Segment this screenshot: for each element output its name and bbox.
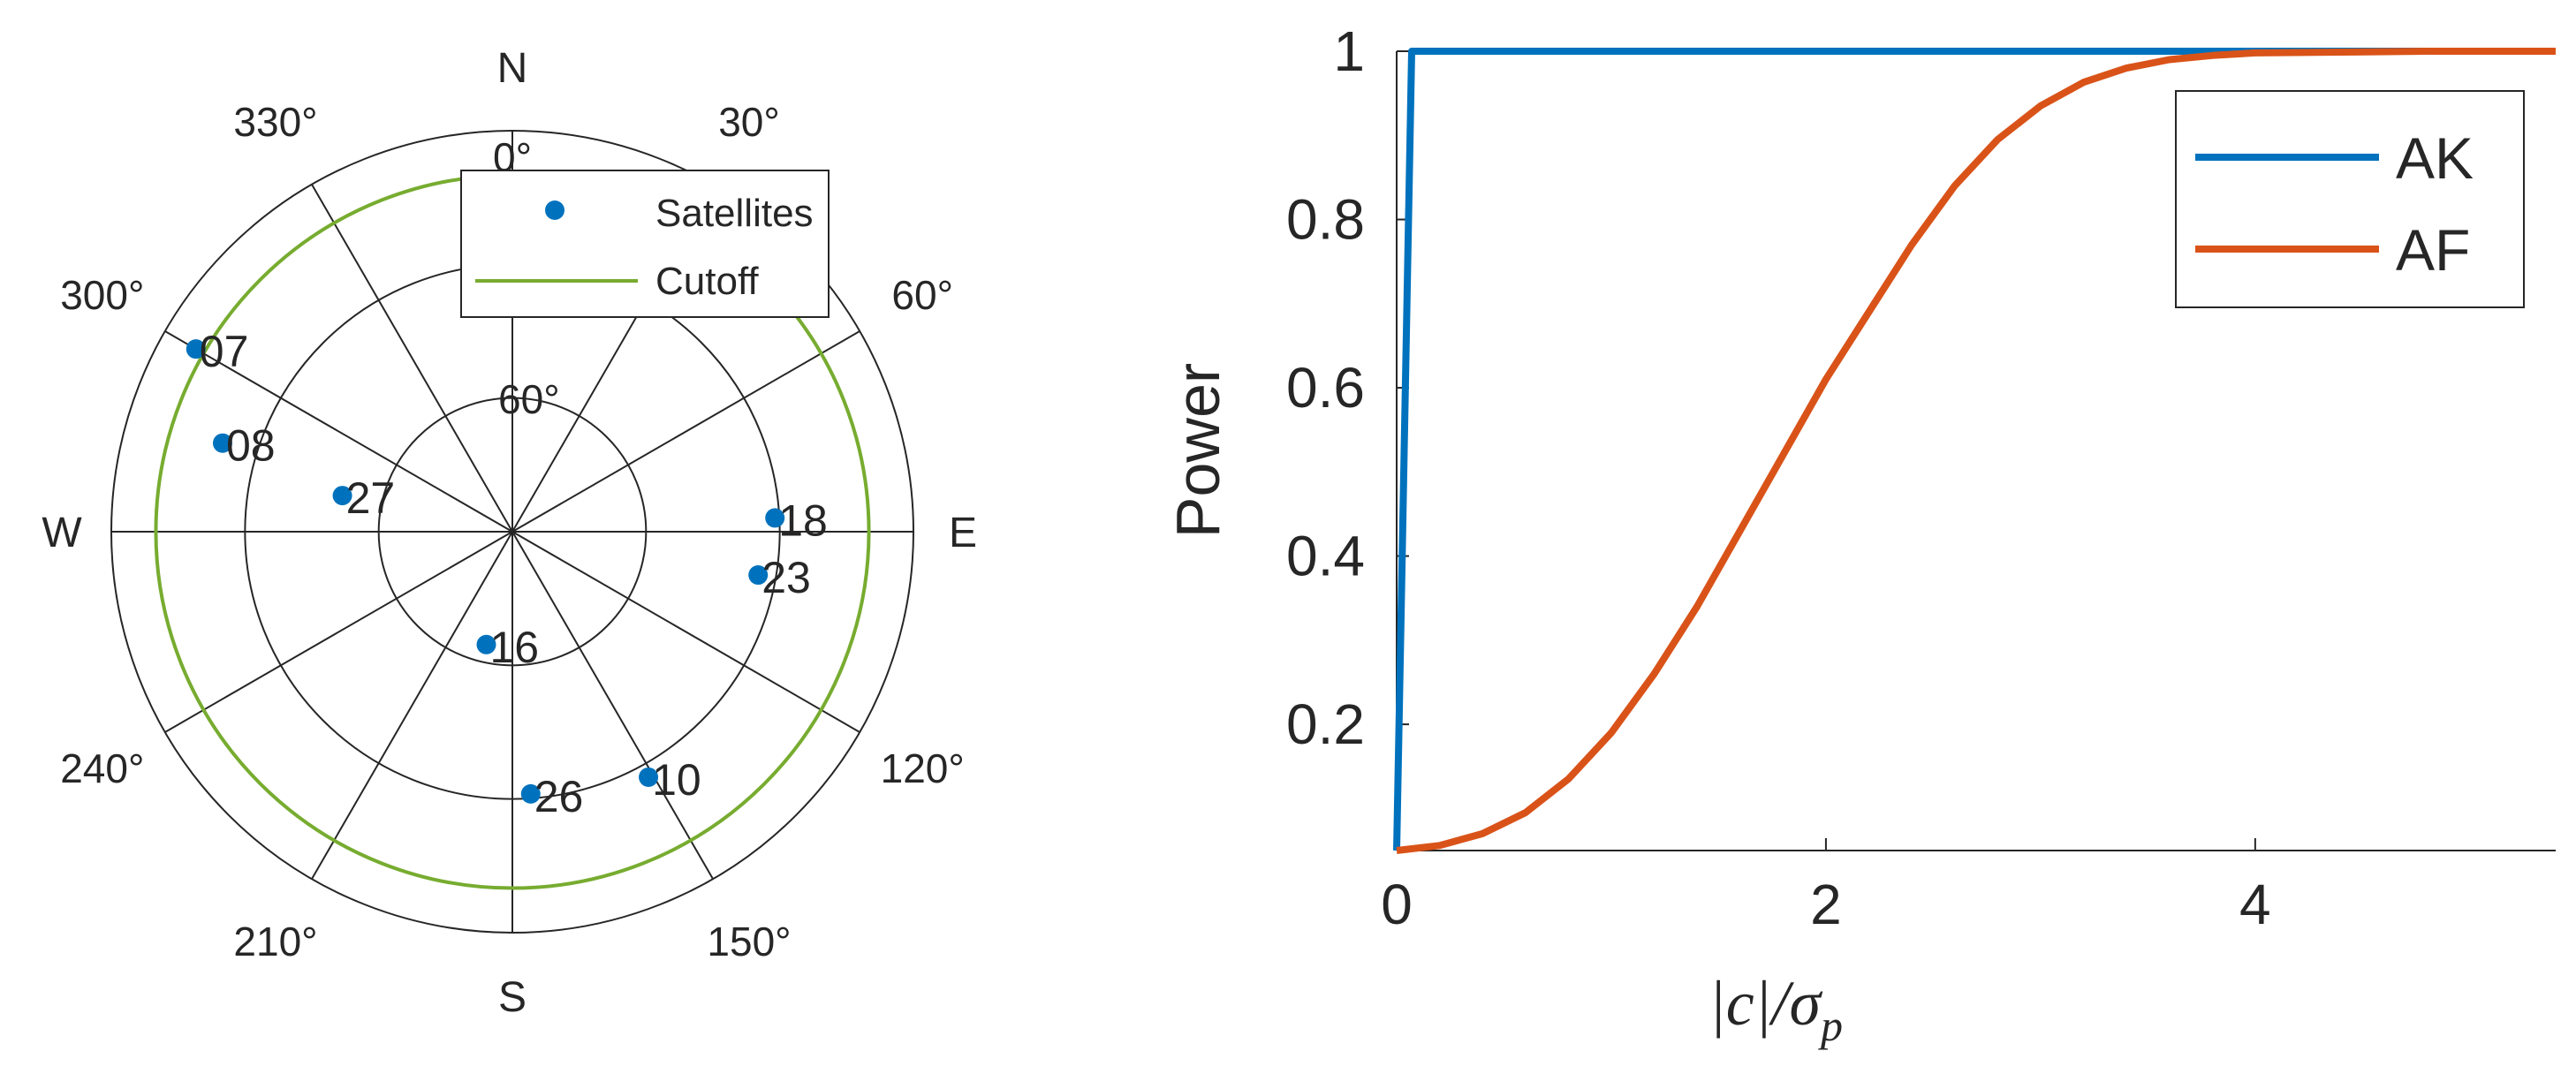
- satellite-label-18: 18: [778, 495, 828, 545]
- azimuth-spoke-240: [164, 531, 513, 733]
- azimuth-label-60: 60°: [891, 272, 953, 318]
- x-tick-label-4: 4: [2239, 873, 2271, 936]
- elevation-label-60: 60°: [498, 376, 560, 422]
- polar-skyplot: 60° 0°30°60°120°150°210°240°300°330° NES…: [42, 45, 977, 1021]
- polar-legend-box: [460, 170, 830, 318]
- satellite-label-27: 27: [346, 473, 396, 523]
- y-tick-label-0.4: 0.4: [1286, 525, 1365, 588]
- compass-w: W: [42, 510, 82, 556]
- y-axis-label: Power: [1163, 363, 1232, 538]
- satellite-10: [639, 767, 659, 787]
- satellite-label-16: 16: [489, 623, 539, 672]
- satellite-points: 07 08 27 18 23 16 26 10: [186, 327, 828, 821]
- azimuth-label-30: 30°: [718, 99, 780, 145]
- azimuth-label-150: 150°: [707, 919, 791, 964]
- compass-s: S: [498, 974, 527, 1021]
- satellite-07: [186, 339, 206, 359]
- y-tick-label-0.6: 0.6: [1286, 356, 1365, 420]
- satellite-label-07: 07: [200, 327, 249, 376]
- azimuth-spoke-330: [311, 184, 513, 533]
- azimuth-spoke-150: [511, 531, 714, 880]
- legend-af-label: AF: [2396, 217, 2470, 283]
- line-legend: AK AF: [2175, 90, 2525, 308]
- legend-satellites-label: Satellites: [655, 192, 814, 235]
- x-tick-label-2: 2: [1810, 873, 1842, 936]
- satellite-18: [765, 508, 785, 528]
- x-axis-label-main: |c|/σ: [1708, 968, 1823, 1039]
- satellite-label-26: 26: [534, 772, 584, 821]
- satellite-08: [212, 433, 232, 453]
- satellite-label-08: 08: [226, 421, 276, 471]
- satellite-16: [476, 634, 496, 654]
- satellite-26: [520, 783, 541, 804]
- azimuth-spoke-210: [311, 531, 513, 880]
- x-tick-label-0: 0: [1381, 873, 1413, 936]
- line-series: [1393, 48, 2556, 854]
- legend-cutoff-label: Cutoff: [655, 260, 759, 303]
- compass-n: N: [497, 45, 528, 92]
- satellite-label-10: 10: [652, 755, 701, 805]
- azimuth-spoke-120: [511, 531, 860, 733]
- y-tick-label-0.2: 0.2: [1286, 692, 1365, 756]
- polar-legend: Satellites Cutoff: [460, 170, 830, 318]
- azimuth-label-300: 300°: [60, 272, 144, 318]
- azimuth-spoke-300: [164, 330, 513, 533]
- y-tick-label-0.8: 0.8: [1286, 188, 1365, 252]
- compass-labels: N E S W: [42, 45, 977, 1021]
- azimuth-tick-labels: 0°30°60°120°150°210°240°300°330°: [60, 99, 965, 964]
- x-axis-label: |c|/σp: [1708, 968, 1843, 1050]
- power-line-chart: 0 2 4 0.2 0.4 0.6 0.8 1 Power |c|/σp AK AF: [1163, 19, 2556, 1050]
- line-legend-box: [2175, 90, 2525, 308]
- series-af: [1396, 48, 2556, 854]
- x-axis-label-subscript: p: [1818, 1001, 1843, 1050]
- legend-satellites-marker: [545, 200, 564, 220]
- polar-grid: 60°: [110, 130, 914, 934]
- azimuth-label-210: 210°: [233, 919, 317, 964]
- azimuth-label-120: 120°: [881, 745, 965, 791]
- y-tick-label-1: 1: [1333, 19, 1365, 83]
- azimuth-label-240: 240°: [60, 745, 144, 791]
- satellite-23: [748, 565, 769, 586]
- satellite-27: [332, 486, 352, 506]
- satellite-label-23: 23: [761, 553, 811, 602]
- line-axes: 0 2 4 0.2 0.4 0.6 0.8 1 Power |c|/σp: [1163, 19, 2556, 1050]
- azimuth-spoke-60: [511, 330, 860, 533]
- azimuth-label-330: 330°: [233, 99, 317, 145]
- compass-e: E: [949, 510, 977, 556]
- legend-ak-label: AK: [2396, 125, 2474, 191]
